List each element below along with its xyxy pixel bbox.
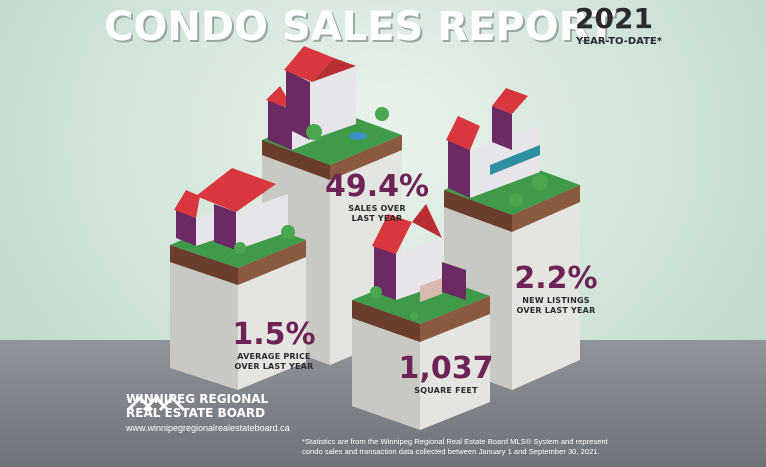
footnote-line2: condo sales and transaction data collect… [302,447,600,456]
report-title: CONDO SALES REPORT [104,4,616,50]
footnote-line1: *Statistics are from the Winnipeg Region… [302,437,608,446]
stat-listings: 2.2% NEW LISTINGS OVER LAST YEAR [506,262,606,316]
stat-label: LAST YEAR [351,214,403,223]
pillar-listings [444,88,580,390]
stat-value: 2.2% [514,261,598,296]
stat-value: 1,037 [398,351,494,386]
footnote: *Statistics are from the Winnipeg Region… [302,437,762,465]
brand-block: WINNIPEG REGIONAL REAL ESTATE BOARD www.… [126,392,346,462]
brand-name-line2: REAL ESTATE BOARD [126,406,266,420]
report-subtitle: YEAR-TO-DATE* [576,36,662,47]
brand-logo-mark [126,395,186,412]
stat-label: NEW LISTINGS [522,296,590,305]
stat-label: SQUARE FEET [414,386,478,395]
stat-price: 1.5% AVERAGE PRICE OVER LAST YEAR [224,318,324,372]
stat-value: 1.5% [232,317,316,352]
stat-label: AVERAGE PRICE [237,352,311,361]
pillar-price [170,168,306,390]
stat-sales: 49.4% SALES OVER LAST YEAR [322,170,432,224]
report-year: 2021 [575,2,653,35]
stat-label: OVER LAST YEAR [516,306,596,315]
stat-value: 49.4% [324,169,430,204]
pillar-squarefeet [352,204,490,430]
stat-label: OVER LAST YEAR [234,362,314,371]
stat-squarefeet: 1,037 SQUARE FEET [396,352,496,396]
brand-name-line1: WINNIPEG REGIONAL [126,392,269,406]
brand-url[interactable]: www.winnipegregionalrealestateboard.ca [126,423,290,433]
stat-label: SALES OVER [348,204,406,213]
